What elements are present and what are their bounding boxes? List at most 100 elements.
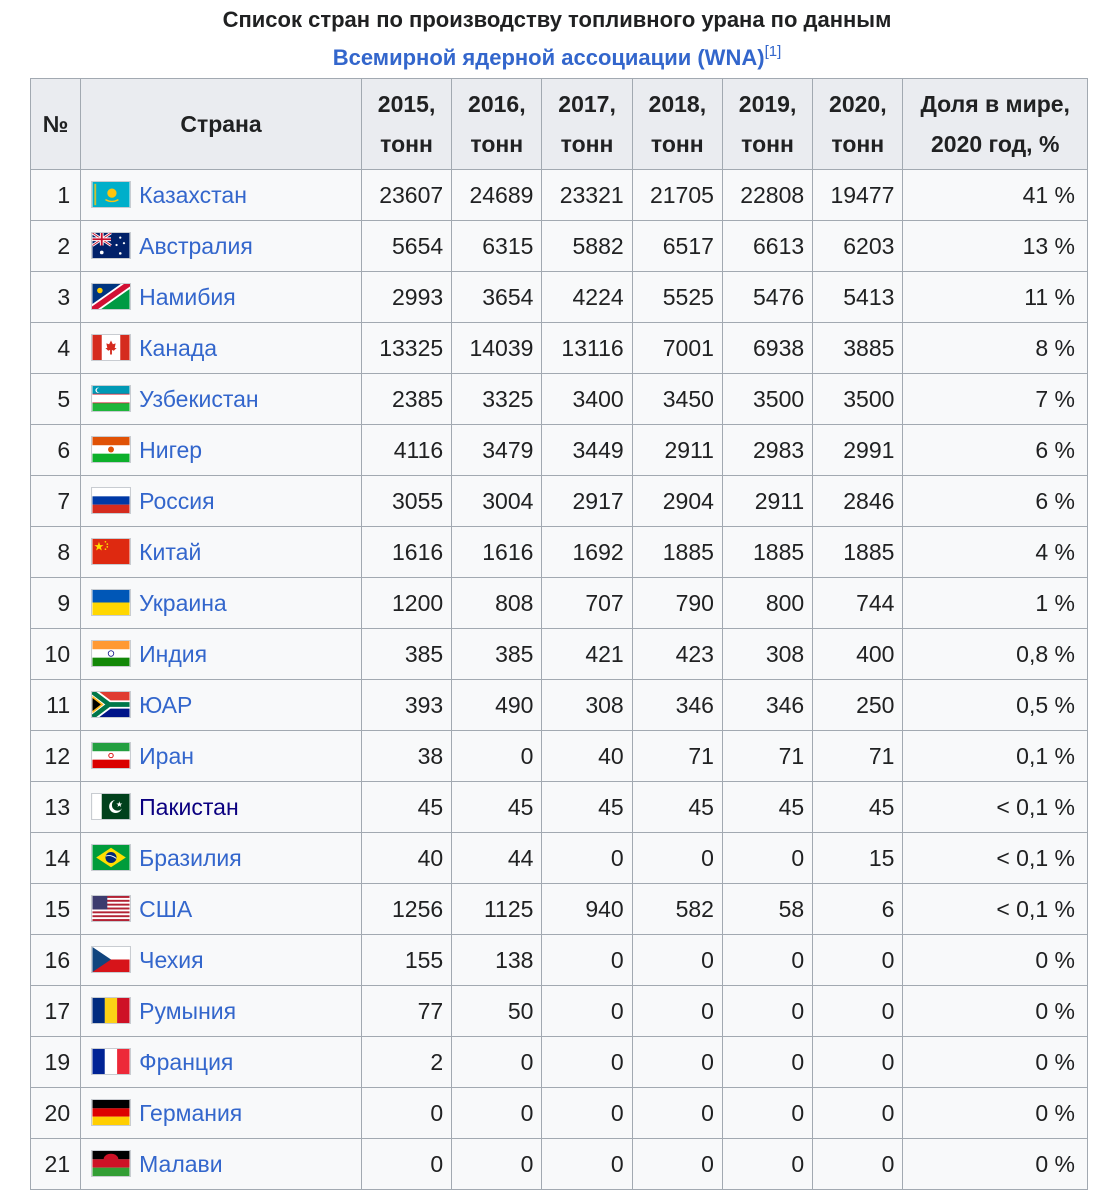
production-value: 45 [451,781,543,833]
table-row: 1 Казахстан 23607 24689 23321 21705 22808 19477… [29,169,1088,221]
header-year-2016[interactable]: 2016, тонн [451,78,543,170]
table-row: 17 Румыния 77 50 0 0 0 0 0 % [29,985,1088,1037]
table-row: 10 Индия 385 385 421 423 308 400 0,8 % [29,628,1088,680]
production-value: 421 [541,628,633,680]
niger-flag-icon[interactable] [91,436,132,463]
production-value: 0 [631,832,723,884]
country-link[interactable]: Украина [139,590,227,616]
country-link[interactable]: Намибия [139,284,236,310]
table-row: 11 ЮАР 393 490 308 346 346 250 0,5 % [29,679,1088,731]
country-link[interactable]: ЮАР [139,692,193,718]
country-link[interactable]: Китай [139,539,202,565]
production-value: 0 [812,1087,904,1139]
brazil-flag-icon[interactable] [91,844,132,871]
production-value: 0 [451,1036,543,1088]
production-value: 2 [360,1036,453,1088]
namibia-flag-icon[interactable] [91,283,132,310]
malawi-flag-icon[interactable] [91,1150,132,1177]
reference-link[interactable]: [1] [764,43,782,60]
header-year-2017[interactable]: 2017, тонн [541,78,633,170]
iran-flag-icon[interactable] [91,742,132,769]
production-value: 1125 [451,883,543,935]
production-value: 14039 [451,322,543,374]
pakistan-flag-icon[interactable] [91,793,132,820]
production-value: 2993 [360,271,453,323]
production-value: 40 [541,730,633,782]
production-value: 0 [721,1087,814,1139]
header-number[interactable]: № [29,78,82,170]
country-link[interactable]: Иран [139,743,194,769]
country-link[interactable]: Пакистан [139,794,239,820]
country-link[interactable]: Казахстан [139,182,247,208]
country-link[interactable]: Нигер [139,437,203,463]
production-value: 3654 [451,271,543,323]
header-world-share[interactable]: Доля в мире, 2020 год, % [902,78,1088,170]
production-value: 0 [721,832,814,884]
country-link[interactable]: Австралия [139,233,253,259]
czechia-flag-icon[interactable] [91,946,132,973]
production-value: 3885 [812,322,904,374]
usa-flag-icon[interactable] [91,895,132,922]
canada-flag-icon[interactable] [91,334,132,361]
production-value: 707 [541,577,633,629]
world-share-value: 0,5 % [902,679,1088,731]
country-cell: Бразилия [80,832,362,884]
production-value: 0 [360,1138,453,1190]
ukraine-flag-icon[interactable] [91,589,132,616]
header-year-2015[interactable]: 2015, тонн [360,78,453,170]
country-link[interactable]: Бразилия [139,845,242,871]
country-link[interactable]: Румыния [139,998,237,1024]
production-value: 250 [812,679,904,731]
country-link[interactable]: США [139,896,193,922]
country-link[interactable]: Германия [139,1100,243,1126]
country-link[interactable]: Россия [139,488,215,514]
south-africa-flag-icon[interactable] [91,691,132,718]
production-value: 15 [812,832,904,884]
production-value: 3450 [631,373,723,425]
world-share-value: 13 % [902,220,1088,272]
world-share-value: 11 % [902,271,1088,323]
country-cell: Индия [80,628,362,680]
world-share-value: 41 % [902,169,1088,221]
country-link[interactable]: Канада [139,335,218,361]
header-year-2019[interactable]: 2019, тонн [721,78,814,170]
production-value: 0 [451,1087,543,1139]
production-value: 71 [721,730,814,782]
australia-flag-icon[interactable] [91,232,132,259]
production-value: 45 [541,781,633,833]
uranium-production-table: № Страна 2015, тонн 2016, тонн 2017, тонн 2… [29,78,1088,1190]
world-share-value: < 0,1 % [902,781,1088,833]
production-value: 6517 [631,220,723,272]
wna-link[interactable]: Всемирной ядерной ассоциации (WNA) [332,45,765,70]
kazakhstan-flag-icon[interactable] [91,181,132,208]
country-cell: Россия [80,475,362,527]
germany-flag-icon[interactable] [91,1099,132,1126]
france-flag-icon[interactable] [91,1048,132,1075]
romania-flag-icon[interactable] [91,997,132,1024]
country-link[interactable]: Чехия [139,947,204,973]
production-value: 58 [721,883,814,935]
uzbekistan-flag-icon[interactable] [91,385,132,412]
production-value: 2904 [631,475,723,527]
india-flag-icon[interactable] [91,640,132,667]
country-link[interactable]: Узбекистан [139,386,259,412]
header-country[interactable]: Страна [80,78,362,170]
country-cell: ЮАР [80,679,362,731]
header-year-2020[interactable]: 2020, тонн [812,78,904,170]
country-cell: Канада [80,322,362,374]
table-row: 20 Германия 0 0 0 0 0 0 0 % [29,1087,1088,1139]
header-year-2018[interactable]: 2018, тонн [631,78,723,170]
country-cell: Пакистан [80,781,362,833]
table-row: 5 Узбекистан 2385 3325 3400 3450 3500 3500 7 % [29,373,1088,425]
country-link[interactable]: Индия [139,641,208,667]
row-number: 8 [29,526,82,578]
country-link[interactable]: Малави [139,1151,223,1177]
world-share-value: 7 % [902,373,1088,425]
production-value: 3479 [451,424,543,476]
china-flag-icon[interactable] [91,538,132,565]
russia-flag-icon[interactable] [91,487,132,514]
production-value: 0 [631,1036,723,1088]
production-value: 308 [541,679,633,731]
country-link[interactable]: Франция [139,1049,234,1075]
production-value: 385 [451,628,543,680]
